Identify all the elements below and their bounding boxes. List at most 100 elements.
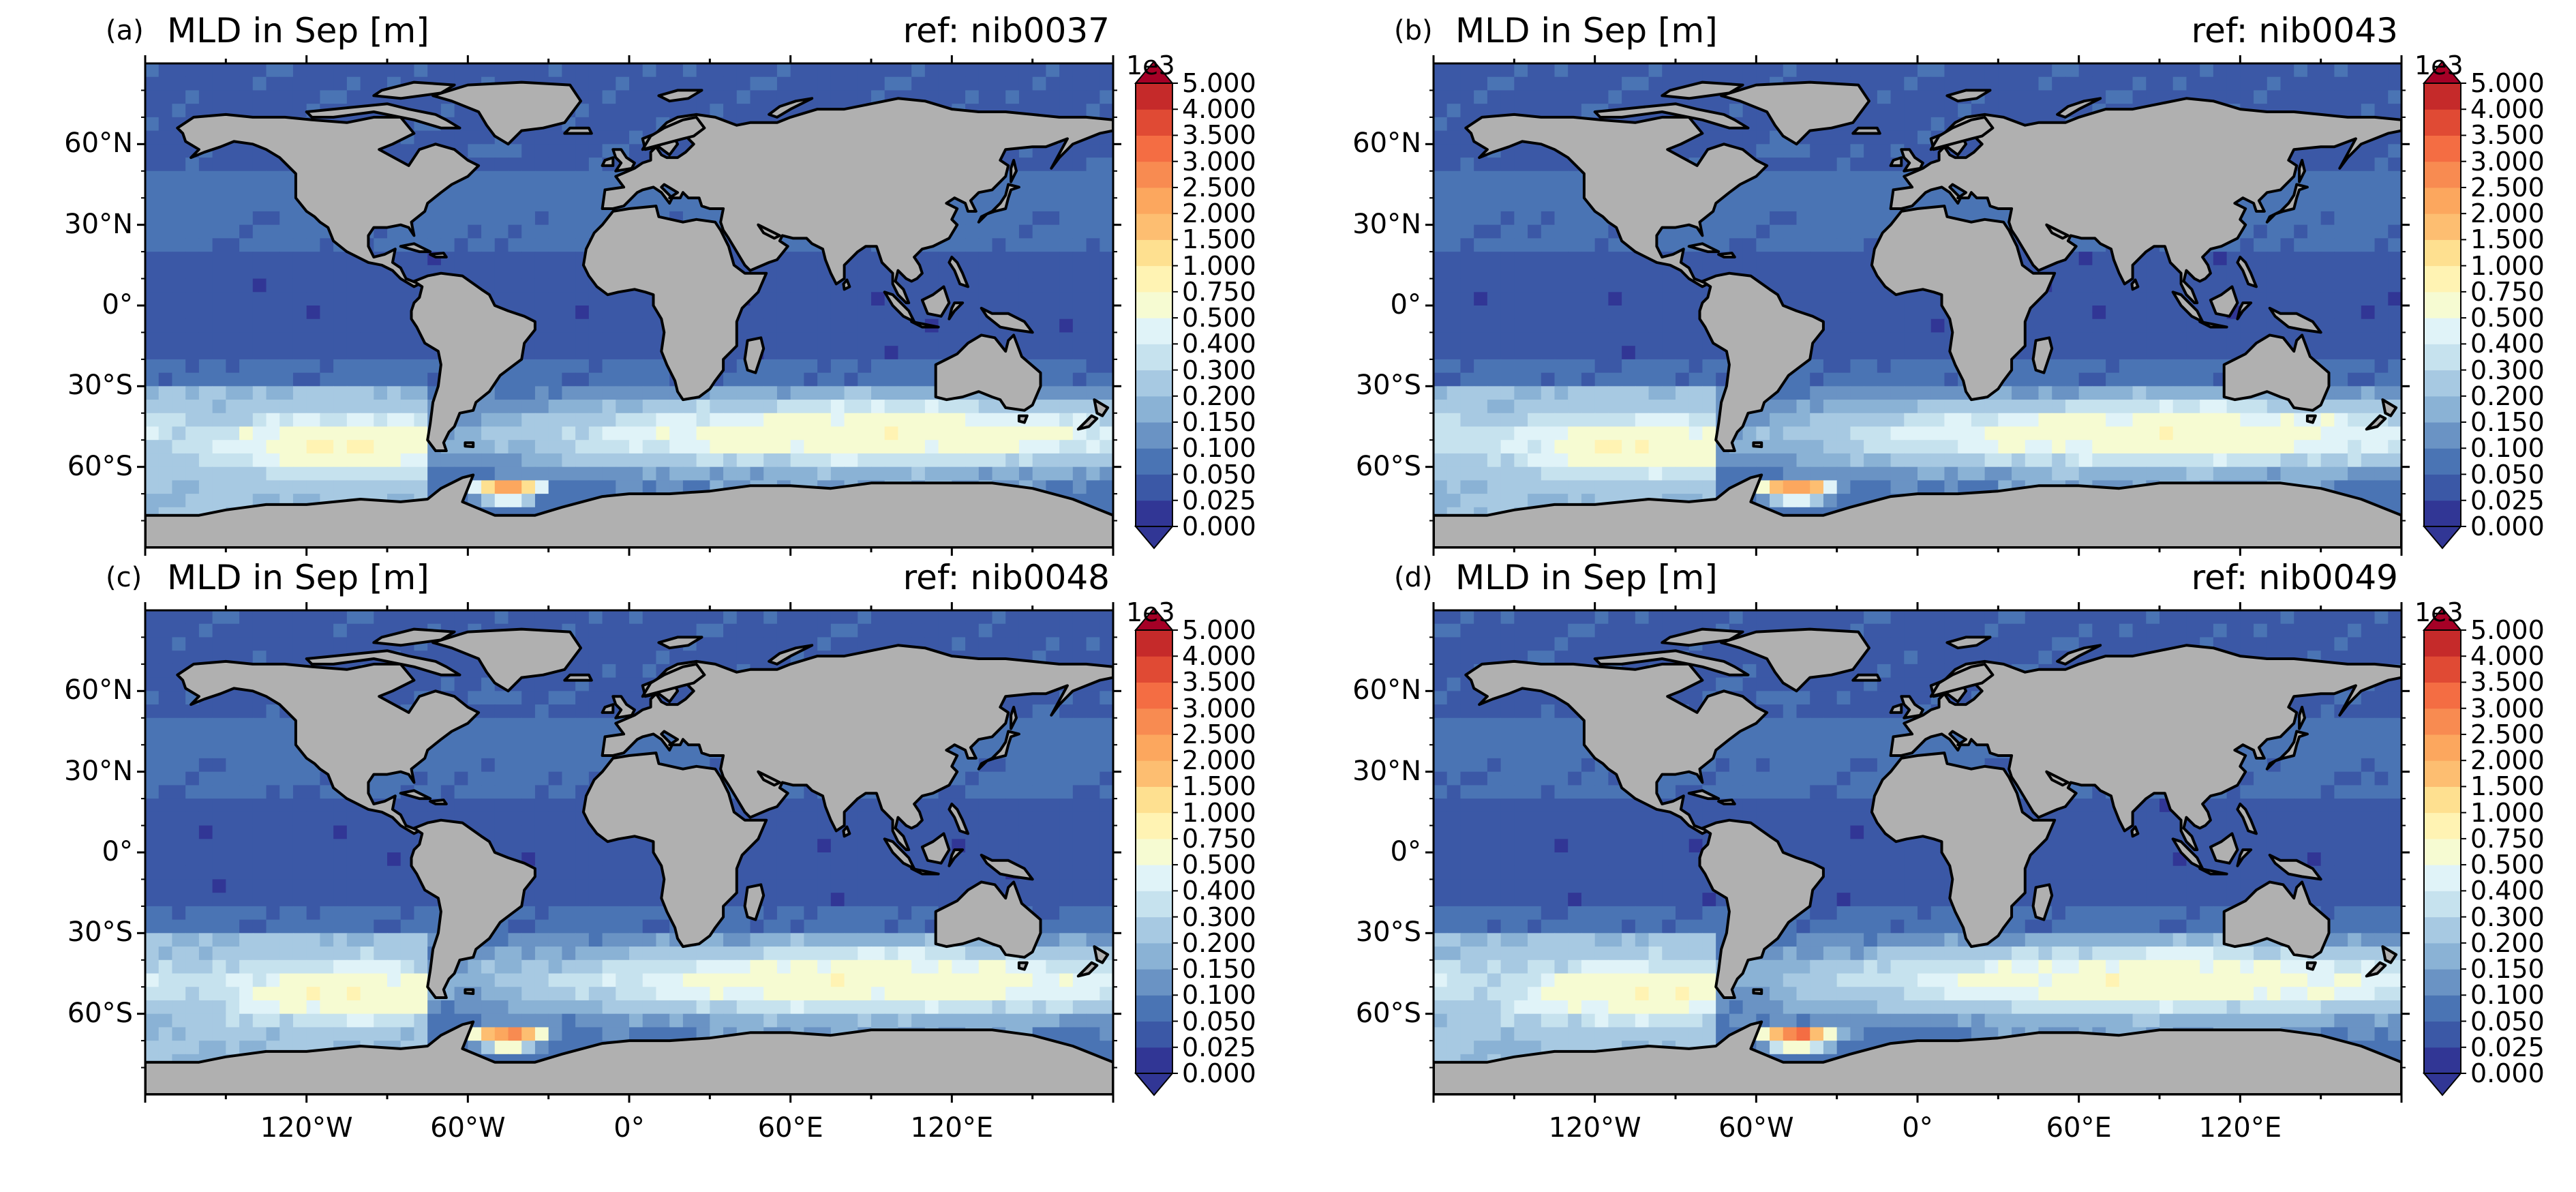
colorbar-under-triangle <box>2422 526 2463 550</box>
colorbar-tick-label: 0.000 <box>1182 1058 1256 1088</box>
lat-tick-label: 30°N <box>64 208 133 240</box>
colorbar-bin <box>2424 291 2461 318</box>
land-british-isles <box>1900 695 1924 719</box>
land-cuba <box>399 242 432 254</box>
colorbar-bin <box>1136 1047 1172 1074</box>
colorbar-tick-label: 2.500 <box>2470 172 2545 203</box>
colorbar-tick-label: 2.500 <box>1182 172 1256 203</box>
land-masses <box>1434 627 2401 1094</box>
lon-tick-label: 60°E <box>2046 1112 2112 1144</box>
colorbar-bin <box>1136 370 1172 397</box>
colorbar-bin <box>2424 318 2461 344</box>
colorbar-tick-label: 0.150 <box>2470 407 2545 438</box>
lon-tick-label: 120°W <box>260 1112 353 1144</box>
colorbar-tick-label: 4.000 <box>1182 641 1256 672</box>
land-iceland <box>1851 673 1881 682</box>
lat-tick-label: 60°S <box>1355 997 1421 1029</box>
colorbar-exponent: 1e3 <box>2414 597 2464 627</box>
land-new-guinea <box>2268 306 2322 334</box>
land-north-america <box>176 659 481 835</box>
colorbar-tick-label: 0.300 <box>2470 355 2545 385</box>
lon-tick-label: 60°W <box>430 1112 506 1144</box>
panel-label: (b) <box>1394 15 1433 46</box>
land-canadian-arctic <box>305 102 461 130</box>
land-scandinavia-fix <box>1929 115 1995 151</box>
colorbar <box>1134 607 1178 1097</box>
land-greenland <box>1720 80 1870 146</box>
colorbar-tick-label: 1.000 <box>2470 797 2545 828</box>
colorbar-tick-label: 0.000 <box>1182 511 1256 541</box>
colorbar-bin <box>2424 812 2461 839</box>
colorbar-tick-label: 3.000 <box>2470 693 2545 724</box>
map-panel-b: (b) MLD in Sep [m] ref: nib0043 60°N 30°N 0° 3… <box>1288 0 2570 559</box>
colorbar-bin <box>2424 760 2461 787</box>
colorbar-tick-label: 0.400 <box>1182 876 1256 906</box>
lon-tick-label: 120°E <box>2198 1112 2282 1144</box>
colorbar-bin <box>1136 291 1172 318</box>
colorbar-bin <box>2424 265 2461 293</box>
lat-tick-label: 30°N <box>64 755 133 787</box>
colorbar-tick-label: 0.400 <box>1182 329 1256 359</box>
land-sri-lanka <box>842 825 851 838</box>
colorbar-tick-label: 5.000 <box>2470 615 2545 645</box>
land-sulawesi <box>948 848 965 867</box>
lat-tick-label: 0° <box>102 289 133 321</box>
land-tasmania <box>2305 414 2317 424</box>
colorbar-tick-label: 0.200 <box>1182 381 1256 411</box>
colorbar-bin <box>2424 708 2461 735</box>
land-canadian-arctic <box>1593 102 1750 130</box>
colorbar-bin <box>1136 734 1172 761</box>
colorbar-tick-label: 0.500 <box>1182 850 1256 880</box>
colorbar-bin <box>2424 969 2461 996</box>
colorbar-tick-label: 2.000 <box>1182 198 1256 229</box>
land-north-america <box>176 113 481 288</box>
colorbar-bin <box>2424 682 2461 709</box>
land-british-isles <box>1900 148 1924 173</box>
land-new-zealand-n <box>2381 398 2398 417</box>
lat-tick-label: 60°S <box>67 997 133 1029</box>
colorbar-frame <box>2423 83 2461 527</box>
colorbar-tick-label: 0.050 <box>2470 459 2545 490</box>
colorbar-tick-label: 0.150 <box>1182 407 1256 438</box>
panel-title: MLD in Sep [m] <box>167 558 429 597</box>
panel-ref: ref: nib0048 <box>903 558 1110 597</box>
colorbar-tick-label: 1.500 <box>2470 771 2545 802</box>
colorbar-bin <box>1136 682 1172 709</box>
colorbar-bin <box>1136 422 1172 449</box>
land-eurasia <box>601 97 1113 305</box>
colorbar-tick-label: 0.750 <box>1182 823 1256 854</box>
land-sakhalin <box>2298 706 2306 730</box>
land-novaya-zemlya <box>2056 97 2102 119</box>
land-sakhalin <box>1010 159 1018 183</box>
lon-tick-label: 0° <box>613 1112 645 1144</box>
land-java <box>2198 320 2228 329</box>
lat-tick-label: 30°S <box>67 370 133 402</box>
land-africa <box>581 751 768 949</box>
colorbar-bin <box>1136 83 1172 110</box>
colorbar-tick-label: 1.500 <box>1182 771 1256 802</box>
panel-ref: ref: nib0037 <box>903 11 1110 50</box>
lon-tick-label: 60°W <box>1718 1112 1794 1144</box>
colorbar-tick-label: 0.500 <box>2470 303 2545 333</box>
land-new-guinea <box>2268 853 2322 881</box>
colorbar-tick-label: 1.000 <box>1182 797 1256 828</box>
land-ellesmere <box>372 627 456 647</box>
colorbar-exponent: 1e3 <box>2414 50 2464 80</box>
colorbar-tick-label: 3.500 <box>1182 120 1256 151</box>
lat-tick-label: 60°N <box>1352 674 1421 706</box>
land-novaya-zemlya <box>768 97 814 119</box>
land-africa <box>581 205 768 402</box>
map-canvas <box>137 602 1178 1103</box>
colorbar <box>2422 60 2466 550</box>
colorbar-tick-label: 0.750 <box>1182 276 1256 307</box>
land-arabia-gulf-bridge <box>2045 223 2070 240</box>
lat-tick-label: 0° <box>1390 289 1421 321</box>
land-masses <box>1434 80 2401 548</box>
land-new-zealand-s <box>1076 414 1099 431</box>
colorbar-bin <box>1136 265 1172 293</box>
colorbar-bin <box>2424 109 2461 136</box>
land-japan <box>2265 730 2309 771</box>
colorbar-bin <box>2424 656 2461 683</box>
land-japan <box>977 730 1020 771</box>
